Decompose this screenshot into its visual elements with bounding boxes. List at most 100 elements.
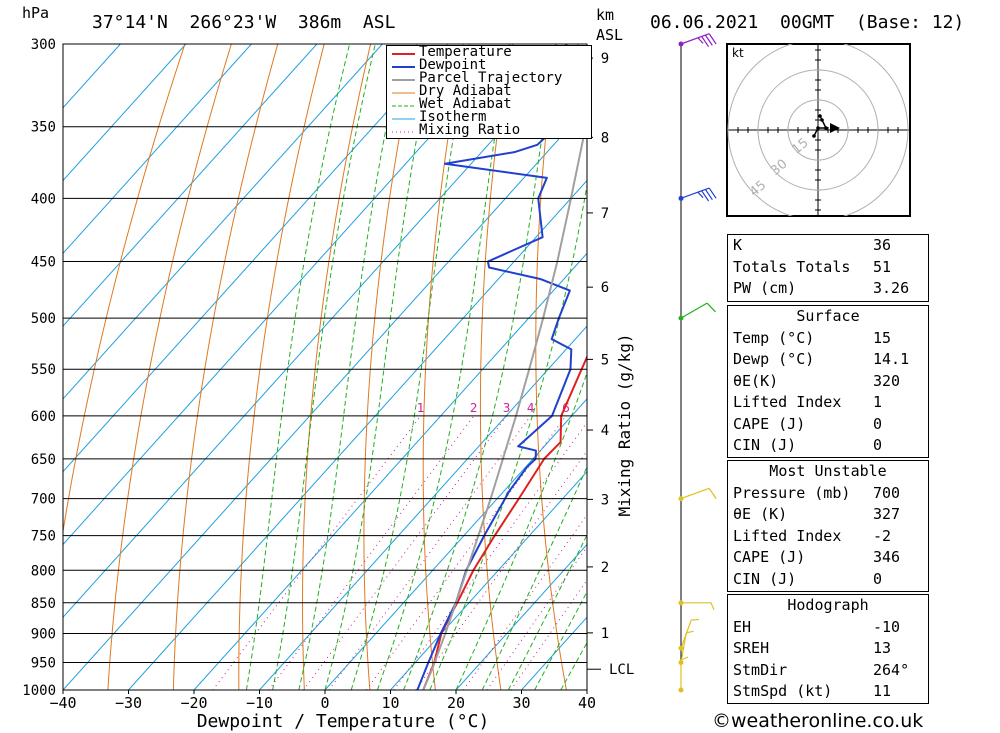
run-datetime: 06.06.2021 00GMT (Base: 12) (650, 12, 965, 33)
legend-label-wet-adiabat: Wet Adiabat (419, 96, 512, 112)
isotherm-line (193, 252, 587, 690)
isotherm-line (390, 470, 587, 690)
isotherm-line (63, 44, 252, 255)
wind-barb-staff (680, 33, 710, 45)
pressure-tick-label: 550 (31, 362, 56, 378)
wind-barb-feather (704, 34, 713, 46)
temp-tick-label: 40 (578, 694, 596, 712)
indices-table: K 36 Totals Totals 51 PW (cm) 3.26 (727, 234, 929, 302)
totals-totals-label: Totals Totals (733, 257, 851, 276)
mixing-ratio-label: 25 (694, 401, 709, 415)
surface-cape-label: CAPE (J) (733, 414, 806, 433)
chart-legend: Temperature Dewpoint Parcel Trajectory D… (386, 45, 592, 139)
stmdir-label: StmDir (733, 660, 788, 679)
wind-barb-feather (708, 187, 717, 199)
wind-barb-feather (706, 302, 717, 313)
mu-cin-label: CIN (J) (733, 569, 797, 588)
dewpoint-profile (416, 44, 578, 690)
mu-cape-value: 346 (873, 548, 901, 566)
wind-barb-feather (680, 656, 689, 661)
parcel-trajectory-profile (422, 114, 587, 690)
km-tick-label: 5 (601, 352, 609, 368)
wind-barb-staff (680, 487, 710, 500)
hodograph-ring (787, 99, 849, 161)
hodograph-table: Hodograph EH -10 SREH 13 StmDir 264° StmSpd… (727, 594, 929, 704)
isotherm-line (259, 325, 587, 690)
hodograph-point (812, 134, 816, 138)
wind-barb-staff (680, 302, 708, 319)
wind-barb-feather (710, 602, 715, 611)
temp-tick-label: 30 (512, 694, 530, 712)
surface-li-value: 1 (873, 393, 883, 411)
wet-adiabat-line (481, 465, 587, 690)
most-unstable-title: Most Unstable (769, 462, 887, 480)
dry-adiabat-line (974, 44, 1000, 690)
surface-cin-label: CIN (J) (733, 436, 797, 454)
dry-adiabat-line (107, 44, 232, 690)
mu-cape-label: CAPE (J) (733, 548, 806, 566)
temp-tick-label: 20 (447, 694, 465, 712)
storm-motion-arrow-icon (830, 123, 840, 133)
sreh-value: 13 (873, 639, 892, 657)
temp-tick-label: 10 (381, 694, 399, 712)
surface-temp-value: 15 (873, 328, 892, 347)
weatheronline-credit[interactable]: ©weatheronline.co.uk (712, 710, 924, 732)
wind-barb-staff (680, 187, 710, 199)
wind-barb-feather (701, 36, 710, 48)
mixing-ratio-line (510, 579, 587, 690)
surface-theta-value: 320 (873, 371, 901, 390)
dry-adiabat-line (172, 44, 279, 690)
mixing-ratio-label: 20 (672, 401, 687, 415)
isotherm-line (63, 44, 514, 546)
temp-tick-label: −20 (180, 694, 207, 712)
mixing-ratio-line (303, 415, 507, 690)
surface-theta-label: θE(K) (733, 371, 779, 390)
pressure-unit-label: hPa (22, 4, 50, 22)
legend-label-dry-adiabat: Dry Adiabat (419, 83, 512, 99)
isotherm-line (63, 107, 587, 690)
sreh-label: SREH (733, 639, 770, 657)
hodograph-point (818, 114, 822, 118)
plot-frame (62, 43, 588, 691)
mixing-ratio-line (393, 421, 587, 690)
stmspd-value: 11 (873, 682, 892, 700)
mixing-ratio-line (486, 546, 587, 690)
eh-label: EH (733, 617, 752, 636)
km-tick-label: 8 (601, 130, 609, 146)
pressure-tick-label: 300 (31, 37, 56, 53)
mixing-ratio-label: 1 (417, 401, 425, 415)
surface-li-label: Lifted Index (733, 393, 842, 411)
hodograph-unit: kt (732, 46, 744, 60)
temp-tick-label: −40 (49, 694, 76, 712)
dry-adiabat-line (928, 44, 1000, 690)
stmdir-value: 264° (873, 660, 910, 679)
surface-table: Surface Temp (°C) 15 Dewp (°C) 14.1 θE(K) 3… (727, 305, 929, 458)
surface-temp-label: Temp (°C) (733, 328, 815, 347)
km-tick-label: 6 (601, 280, 609, 296)
asl-unit-label: ASL (596, 26, 624, 44)
pressure-tick-label: 350 (31, 120, 56, 136)
km-tick-label: 3 (601, 492, 609, 508)
km-tick-label: 9 (601, 51, 609, 67)
wind-barb-feather (708, 33, 717, 45)
hodograph-ring (757, 69, 879, 191)
wind-barb-feather (686, 630, 694, 634)
surface-title: Surface (796, 307, 860, 325)
temp-tick-label: 0 (320, 694, 329, 712)
hodograph-point (816, 126, 820, 130)
pw-value: 3.26 (873, 279, 910, 297)
wet-adiabat-line (429, 182, 587, 690)
surface-cin-value: 0 (873, 436, 883, 454)
pressure-tick-label: 750 (31, 529, 56, 545)
isotherm-line (63, 44, 318, 327)
isotherm-line (128, 179, 587, 690)
mixing-ratio-axis-title: Mixing Ratio (g/kg) (615, 333, 634, 516)
hodograph-table-title: Hodograph (787, 596, 869, 614)
mu-theta-label: θE (K) (733, 505, 788, 523)
legend-label-dewpoint: Dewpoint (419, 57, 487, 73)
isotherm-line (455, 543, 587, 690)
dry-adiabat-line (422, 44, 464, 690)
hodograph-point (820, 118, 824, 122)
mu-li-value: -2 (873, 526, 892, 545)
